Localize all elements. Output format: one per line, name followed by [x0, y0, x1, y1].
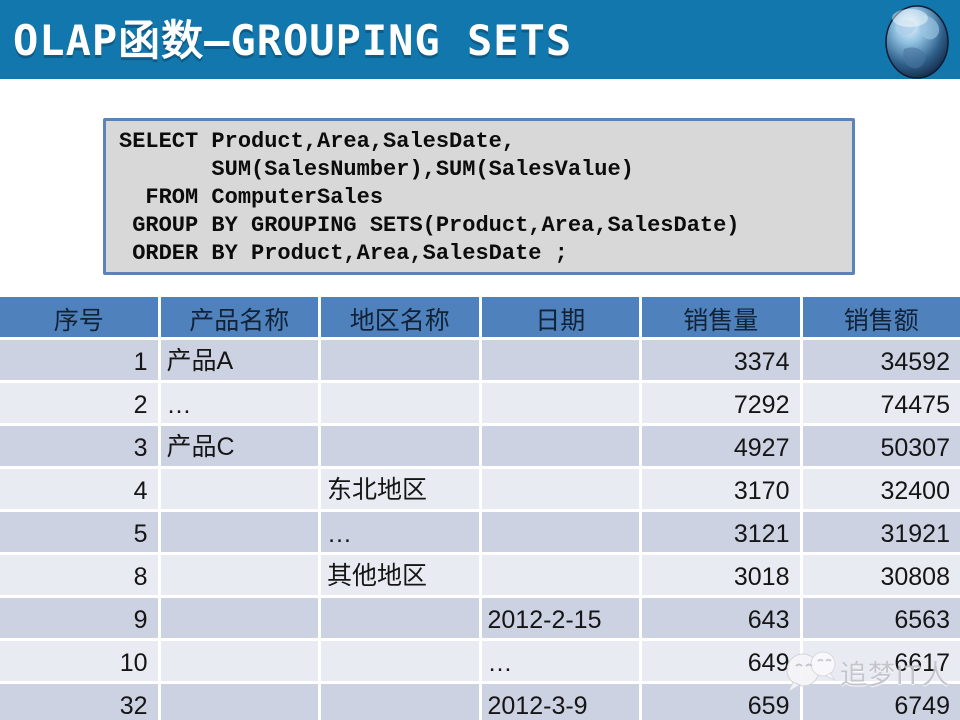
- table-cell: 31921: [802, 512, 960, 552]
- table-cell: [481, 512, 639, 552]
- table-cell: [321, 684, 479, 720]
- table-cell: 8: [0, 555, 158, 595]
- table-cell: 4927: [642, 426, 800, 466]
- table-cell: 30808: [802, 555, 960, 595]
- table-cell: 3: [0, 426, 158, 466]
- table-cell: 10: [0, 641, 158, 681]
- column-header-1: 产品名称: [160, 297, 318, 337]
- table-cell: [321, 383, 479, 423]
- table-cell: [321, 598, 479, 638]
- column-header-5: 销售额: [802, 297, 960, 337]
- table-cell: 9: [0, 598, 158, 638]
- table-cell: 2: [0, 383, 158, 423]
- sql-code: SELECT Product,Area,SalesDate, SUM(Sales…: [119, 129, 740, 266]
- table-cell: 6617: [802, 641, 960, 681]
- table-cell: [160, 555, 318, 595]
- table-cell: 50307: [802, 426, 960, 466]
- table-cell: [321, 641, 479, 681]
- table-cell: [160, 684, 318, 720]
- table-cell: …: [321, 512, 479, 552]
- table-cell: 7292: [642, 383, 800, 423]
- table-cell: 东北地区: [321, 469, 479, 509]
- column-header-3: 日期: [481, 297, 639, 337]
- table-cell: 其他地区: [321, 555, 479, 595]
- table-cell: 74475: [802, 383, 960, 423]
- table-cell: [160, 469, 318, 509]
- table-cell: [481, 426, 639, 466]
- table-cell: [321, 340, 479, 380]
- table-cell: …: [160, 383, 318, 423]
- table-cell: 34592: [802, 340, 960, 380]
- table-cell: 3374: [642, 340, 800, 380]
- globe-icon: [885, 5, 949, 79]
- table-cell: [481, 555, 639, 595]
- table-cell: [481, 383, 639, 423]
- table-cell: 1: [0, 340, 158, 380]
- slide-title: OLAP函数—GROUPING SETS: [13, 16, 573, 65]
- table-cell: [160, 512, 318, 552]
- table-cell: 3018: [642, 555, 800, 595]
- table-cell: [321, 426, 479, 466]
- table-cell: [160, 641, 318, 681]
- title-bar: OLAP函数—GROUPING SETS: [0, 0, 960, 79]
- table-cell: 6563: [802, 598, 960, 638]
- table-cell: 3170: [642, 469, 800, 509]
- table-cell: [481, 340, 639, 380]
- sql-code-box: SELECT Product,Area,SalesDate, SUM(Sales…: [103, 118, 855, 275]
- table-cell: 32400: [802, 469, 960, 509]
- column-header-4: 销售量: [642, 297, 800, 337]
- table-cell: 2012-2-15: [481, 598, 639, 638]
- table-cell: 3121: [642, 512, 800, 552]
- table-cell: 643: [642, 598, 800, 638]
- table-cell: 649: [642, 641, 800, 681]
- table-cell: 产品A: [160, 340, 318, 380]
- table-cell: …: [481, 641, 639, 681]
- results-table: 序号 产品名称 地区名称 日期 销售量 销售额 1 产品A 3374 34592 2… 7292 744…: [0, 297, 960, 720]
- table-cell: 659: [642, 684, 800, 720]
- table-cell: 32: [0, 684, 158, 720]
- table-cell: 产品C: [160, 426, 318, 466]
- column-header-0: 序号: [0, 297, 158, 337]
- table-cell: 2012-3-9: [481, 684, 639, 720]
- table-cell: [160, 598, 318, 638]
- table-cell: [481, 469, 639, 509]
- column-header-2: 地区名称: [321, 297, 479, 337]
- table-cell: 4: [0, 469, 158, 509]
- table-cell: 5: [0, 512, 158, 552]
- table-cell: 6749: [802, 684, 960, 720]
